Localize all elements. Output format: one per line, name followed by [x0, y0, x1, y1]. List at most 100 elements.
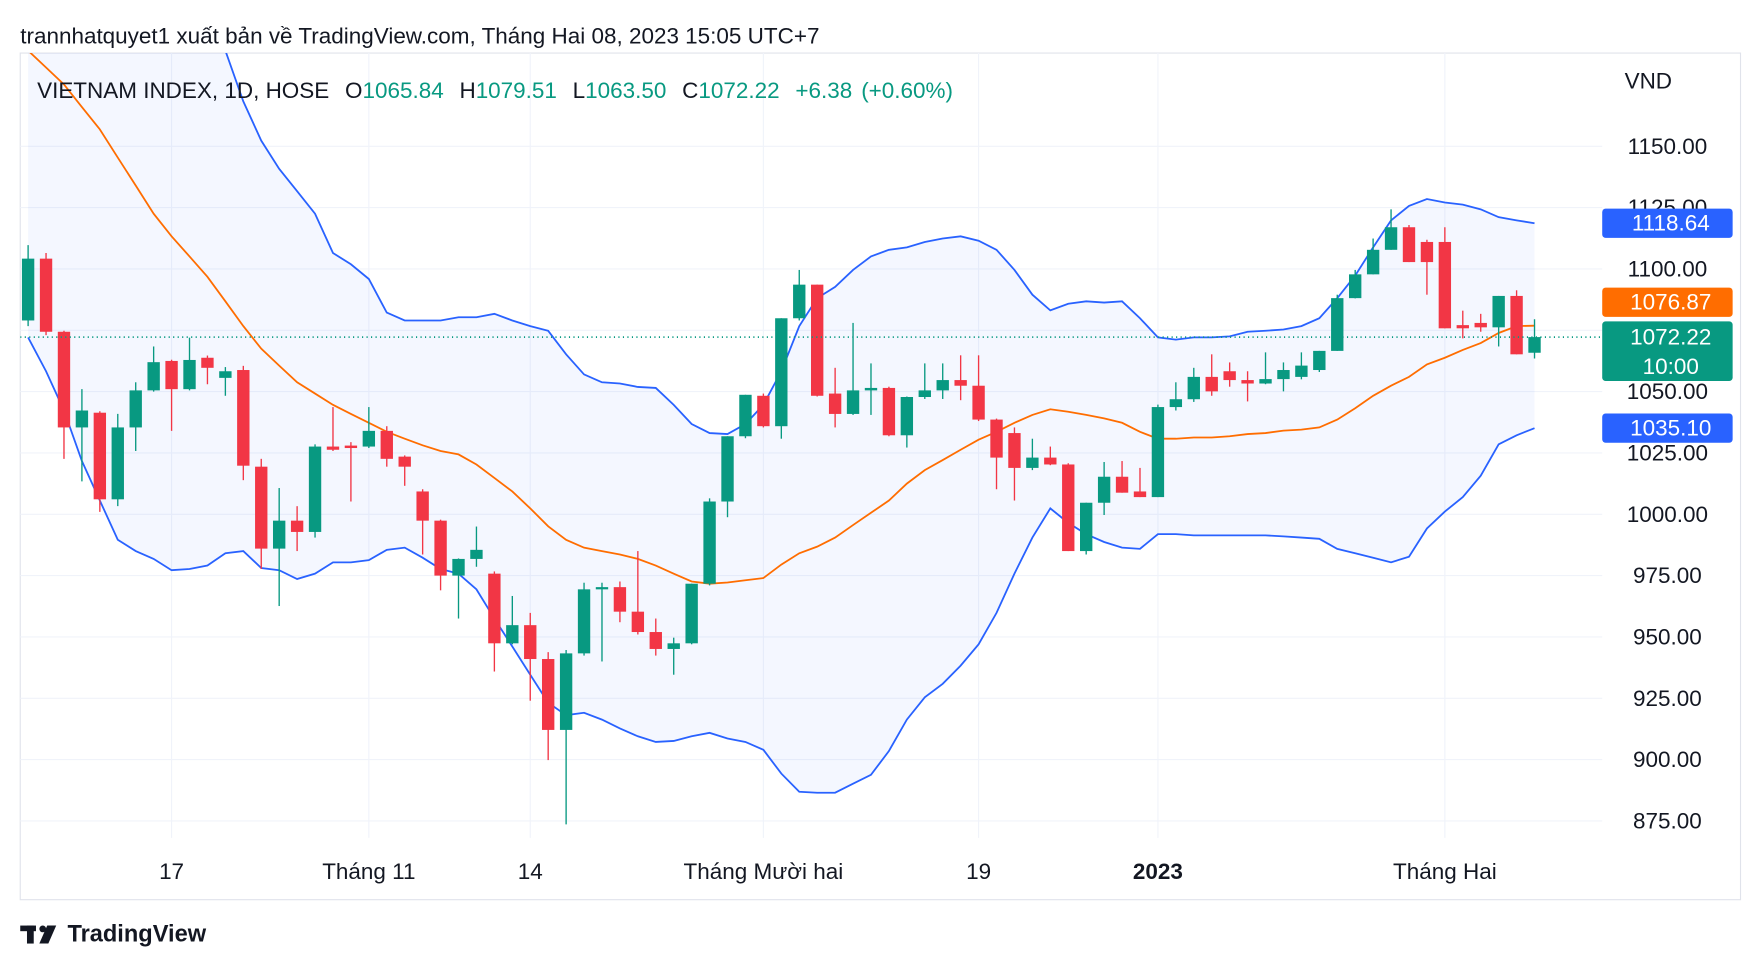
- last-price-label: 1072.22: [1630, 325, 1711, 350]
- candle-body: [1026, 457, 1039, 468]
- candle-body: [1474, 322, 1487, 328]
- candle-body: [954, 380, 967, 386]
- legend-item: L: [573, 78, 586, 103]
- candle-body: [918, 390, 931, 398]
- candle-body: [900, 397, 914, 436]
- publisher-line: trannhatquyet1 xuất bản về TradingView.c…: [20, 24, 819, 49]
- candle-body: [595, 587, 609, 590]
- band-price-label: 1118.64: [1632, 211, 1710, 236]
- candle-body: [775, 318, 788, 427]
- candle-body: [237, 370, 250, 466]
- legend-item: 1079.51: [476, 78, 557, 103]
- band-price-tag: [1602, 208, 1733, 238]
- candle-body: [1259, 379, 1272, 384]
- candle-body: [1277, 370, 1290, 380]
- legend-item: VIETNAM INDEX, 1D, HOSE: [37, 78, 329, 103]
- candle-body: [739, 394, 752, 437]
- y-tick-label: 975.00: [1633, 563, 1702, 588]
- candle-body: [1402, 227, 1416, 263]
- candle-body: [1044, 457, 1057, 465]
- candle-body: [75, 410, 89, 428]
- candle-body: [1349, 274, 1362, 299]
- candle-body: [1438, 241, 1452, 329]
- band-price-tag: [1602, 287, 1733, 317]
- candle-body: [1097, 476, 1111, 503]
- footer-brand: TradingView: [67, 922, 206, 948]
- candle-body: [111, 427, 124, 500]
- logo-shape: [26, 925, 34, 944]
- candle-body: [811, 284, 824, 396]
- candle-body: [613, 587, 627, 612]
- candle-body: [165, 360, 178, 390]
- candle-body: [201, 357, 214, 368]
- candle-body: [39, 258, 53, 332]
- candle-body: [524, 625, 537, 660]
- candle-body: [255, 466, 268, 549]
- candle-body: [1169, 399, 1183, 408]
- band-line: [29, 53, 1535, 585]
- candle-body: [344, 445, 358, 449]
- candle-body: [1295, 365, 1308, 377]
- y-unit: VND: [1625, 69, 1672, 94]
- candle-body: [972, 385, 985, 420]
- logo-shape: [39, 925, 57, 944]
- x-tick-label: Tháng Hai: [1393, 859, 1497, 884]
- x-tick-label: 19: [966, 859, 991, 884]
- y-tick-label: 1100.00: [1628, 256, 1708, 281]
- candle-body: [416, 491, 429, 521]
- candle-body: [272, 520, 286, 549]
- candle-body: [452, 558, 465, 576]
- legend-item: +6.38: [795, 78, 852, 103]
- y-tick-label: 925.00: [1633, 686, 1702, 711]
- x-tick-label: 2023: [1133, 859, 1183, 884]
- candle-body: [1062, 464, 1075, 552]
- logo-shape: [39, 925, 47, 933]
- legend-item: C: [682, 78, 698, 103]
- axes: 875.00 900.00 925.00 950.00 975.00 1000.00 102…: [159, 134, 1733, 884]
- legend-item: 1065.84: [362, 78, 443, 103]
- candle-body: [434, 520, 447, 576]
- candle-body: [721, 436, 734, 502]
- candle-body: [380, 430, 393, 459]
- countdown-label: 10:00: [1643, 354, 1699, 379]
- candle-body: [990, 419, 1003, 458]
- candle-body: [1223, 371, 1236, 381]
- candle-body: [362, 430, 376, 447]
- x-tick-label: Tháng Mười hai: [684, 859, 844, 884]
- candle-body: [93, 412, 107, 500]
- candle-body: [398, 456, 411, 467]
- band-price-label: 1035.10: [1630, 416, 1711, 441]
- candle-body: [1420, 241, 1434, 263]
- candle-body: [631, 611, 645, 633]
- candle-body: [1456, 325, 1469, 329]
- candle-body: [541, 659, 555, 730]
- ohlc-legend: VIETNAM INDEX, 1D, HOSE O1065.84 H1079.51 L…: [37, 78, 953, 103]
- candle-body: [577, 589, 591, 654]
- last-price-tag: [1602, 321, 1733, 381]
- candle-body: [1241, 380, 1254, 384]
- legend-item: H: [459, 78, 475, 103]
- candle-body: [1384, 227, 1398, 250]
- y-tick-label: 900.00: [1633, 747, 1702, 772]
- candle-body: [649, 632, 662, 649]
- candle-body: [559, 653, 573, 730]
- candle-body: [21, 258, 35, 321]
- candle-body: [828, 393, 842, 414]
- legend-item: 1063.50: [585, 78, 666, 103]
- candle-body: [290, 520, 304, 532]
- candle-body: [1313, 350, 1326, 371]
- candle-body: [57, 331, 71, 428]
- chart-frame: [19, 52, 1742, 901]
- candle-body: [882, 387, 896, 436]
- candle-body: [1151, 407, 1165, 498]
- candle-body: [147, 362, 160, 391]
- candle-body: [1080, 502, 1093, 552]
- candle-body: [936, 380, 949, 391]
- candle-body: [506, 625, 519, 644]
- candle-body: [488, 573, 501, 644]
- candle-body: [308, 446, 322, 532]
- footer-logo: TradingView: [20, 922, 207, 948]
- x-tick-label: Tháng 11: [322, 859, 415, 884]
- candle-body: [1510, 295, 1523, 355]
